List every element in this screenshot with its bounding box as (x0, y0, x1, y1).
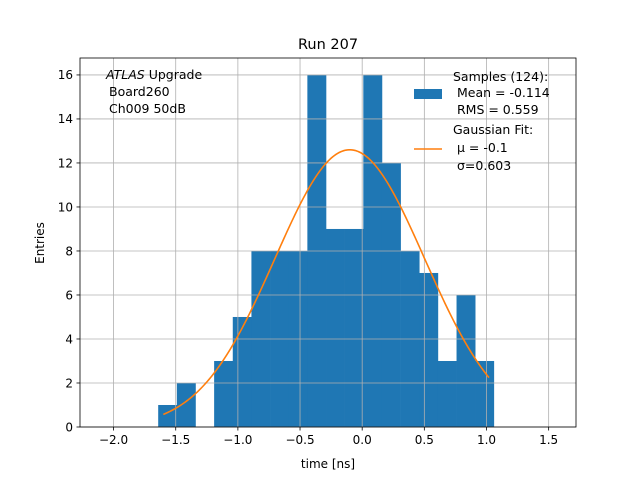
histogram-bar (326, 228, 345, 427)
x-axis-label: time [ns] (301, 457, 355, 471)
histogram-bar (437, 360, 457, 427)
axes-frame (79, 57, 577, 428)
x-ticks: −2.0 −1.5 −1.0 −0.5 0.0 0.5 1.0 1.5 (99, 427, 558, 447)
legend-fit-line-3: σ=0.603 (457, 158, 511, 173)
grid (80, 58, 576, 428)
histogram-bar (475, 360, 495, 427)
y-tick-label: 12 (58, 156, 73, 170)
legend-samples-line-2: Mean = -0.114 (453, 85, 550, 100)
x-tick-label: −1.0 (223, 433, 252, 447)
annotation-line-3: Ch009 50dB (109, 101, 186, 116)
y-tick-label: 6 (65, 288, 73, 302)
x-tick-label: −2.0 (99, 433, 128, 447)
x-tick-label: 1.5 (539, 433, 558, 447)
x-tick-label: 0.5 (415, 433, 434, 447)
y-ticks: 0 2 4 6 8 10 12 14 16 (58, 68, 80, 434)
legend-fit-line-2: μ = -0.1 (457, 140, 508, 155)
y-tick-label: 14 (58, 112, 73, 126)
y-tick-label: 2 (65, 376, 73, 390)
histogram-bar (176, 382, 196, 427)
chart-title: Run 207 (298, 37, 358, 53)
x-tick-label: −0.5 (285, 433, 314, 447)
histogram-bar (419, 272, 439, 427)
legend-samples-line-1: Samples (124): (453, 69, 548, 84)
annotation: ATLAS Upgrade Board260 Ch009 50dB (105, 67, 202, 116)
x-tick-label: −1.5 (161, 433, 190, 447)
legend: Samples (124): Mean = -0.114 RMS = 0.559… (414, 69, 550, 173)
y-axis-label: Entries (33, 222, 47, 264)
annotation-line-2: Board260 (109, 84, 170, 99)
histogram-bar (214, 360, 234, 427)
legend-samples-patch (414, 89, 442, 99)
x-tick-label: 1.0 (477, 433, 496, 447)
histogram-bar (456, 294, 476, 427)
y-tick-label: 10 (58, 200, 73, 214)
y-tick-label: 8 (65, 244, 73, 258)
legend-fit-line-1: Gaussian Fit: (453, 122, 533, 137)
histogram-bar (232, 316, 252, 427)
y-tick-label: 0 (65, 420, 73, 434)
legend-samples-line-3: RMS = 0.559 (453, 102, 539, 117)
y-tick-label: 16 (58, 68, 73, 82)
x-tick-label: 0.0 (353, 433, 372, 447)
histogram-bar (344, 228, 364, 427)
annotation-line-1: ATLAS Upgrade (105, 67, 202, 82)
y-tick-label: 4 (65, 332, 73, 346)
gaussian-fit-line (162, 148, 490, 416)
